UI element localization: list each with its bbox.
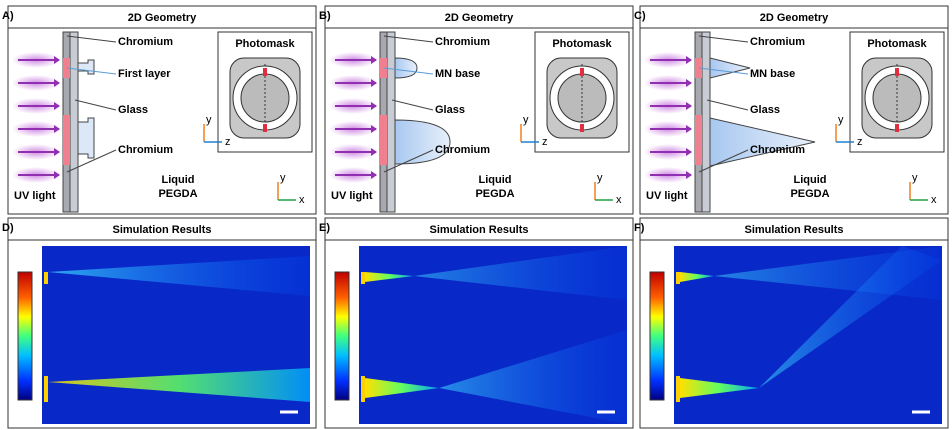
- liquid-label: Liquid: [479, 174, 512, 186]
- panel-letter: E): [319, 222, 330, 234]
- mask-slit: [580, 124, 584, 132]
- geometry-label: MN base: [435, 68, 480, 80]
- panel-letter: A): [2, 10, 14, 22]
- geometry-label: First layer: [118, 68, 171, 80]
- mask-slit: [580, 68, 584, 76]
- mn-base: [395, 120, 450, 164]
- uv-label: UV light: [331, 190, 373, 202]
- mn-cone: [710, 58, 750, 78]
- colorbar: [650, 272, 664, 400]
- figure: A) 2D Geometry Chromium First layer Glass Chr…: [0, 0, 952, 430]
- geometry-label: Chromium: [118, 36, 173, 48]
- panel-title: Simulation Results: [744, 224, 843, 236]
- mask-slit: [263, 68, 267, 76]
- leader-line: [392, 100, 433, 110]
- inset-title: Photomask: [552, 38, 612, 50]
- panel-title: 2D Geometry: [445, 12, 514, 24]
- leader-line: [707, 100, 748, 110]
- inset-title: Photomask: [867, 38, 927, 50]
- panel-letter: D): [2, 222, 14, 234]
- liquid-label: PEGDA: [790, 188, 829, 200]
- mask-slit: [263, 124, 267, 132]
- axis-label: x: [299, 194, 305, 206]
- mask-slit: [895, 124, 899, 132]
- colorbar: [18, 272, 32, 400]
- panel-title: 2D Geometry: [128, 12, 197, 24]
- axis-label: y: [280, 172, 286, 184]
- geometry-label: Chromium: [750, 36, 805, 48]
- panel-letter: C): [634, 10, 646, 22]
- axis-label: z: [857, 136, 863, 148]
- page: {"panels": [ {"letter": "A)", "title": "…: [0, 0, 952, 430]
- mn-base: [395, 58, 417, 78]
- uv-label: UV light: [646, 190, 688, 202]
- panel-title: Simulation Results: [429, 224, 528, 236]
- geometry-label: MN base: [750, 68, 795, 80]
- panel-title: 2D Geometry: [760, 12, 829, 24]
- geometry-label: Chromium: [435, 36, 490, 48]
- axis-label: z: [542, 136, 548, 148]
- geometry-label: Glass: [118, 104, 148, 116]
- axis-label: y: [523, 114, 529, 126]
- first-layer: [78, 60, 94, 74]
- geometry-label: Chromium: [118, 144, 173, 156]
- liquid-label: Liquid: [162, 174, 195, 186]
- panel-letter: F): [634, 222, 645, 234]
- source-strip: [361, 272, 365, 284]
- axis-label: y: [206, 114, 212, 126]
- axis-label: y: [597, 172, 603, 184]
- geometry-label: Glass: [750, 104, 780, 116]
- mask-window: [695, 115, 702, 165]
- source-strip: [44, 376, 48, 402]
- geometry-label: Glass: [435, 104, 465, 116]
- axis-label: x: [616, 194, 622, 206]
- mn-cone: [710, 118, 815, 166]
- glass: [70, 32, 78, 212]
- inset-title: Photomask: [235, 38, 295, 50]
- axis-label: y: [838, 114, 844, 126]
- glass: [387, 32, 395, 212]
- colorbar: [335, 272, 349, 400]
- axis-label: z: [225, 136, 231, 148]
- mask-window: [380, 115, 387, 165]
- axis-label: y: [912, 172, 918, 184]
- panel-title: Simulation Results: [112, 224, 211, 236]
- glass: [702, 32, 710, 212]
- mask-window: [63, 115, 70, 165]
- source-strip: [676, 272, 680, 284]
- first-layer: [78, 118, 94, 158]
- source-strip: [44, 272, 48, 284]
- geometry-label: Chromium: [435, 144, 490, 156]
- source-strip: [676, 376, 680, 402]
- uv-label: UV light: [14, 190, 56, 202]
- liquid-label: PEGDA: [158, 188, 197, 200]
- mask-slit: [895, 68, 899, 76]
- geometry-label: Chromium: [750, 144, 805, 156]
- leader-line: [75, 100, 116, 110]
- liquid-label: Liquid: [794, 174, 827, 186]
- axis-label: x: [931, 194, 937, 206]
- liquid-label: PEGDA: [475, 188, 514, 200]
- panel-letter: B): [319, 10, 331, 22]
- source-strip: [361, 376, 365, 402]
